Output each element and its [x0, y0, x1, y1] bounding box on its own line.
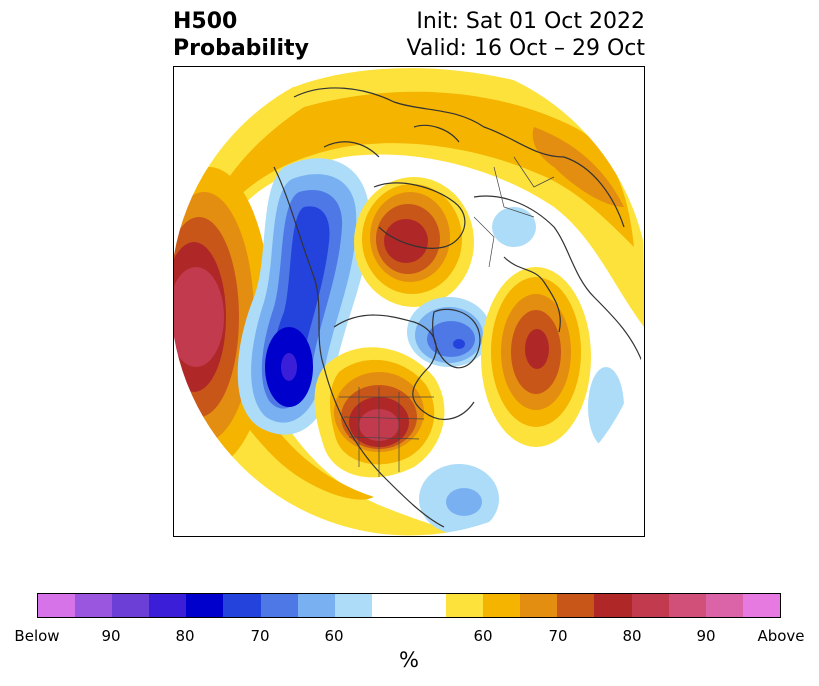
- colorbar-segment: [149, 594, 187, 617]
- colorbar-segment: [705, 594, 743, 617]
- greenland-low: [407, 297, 491, 367]
- colorbar-segment: [334, 594, 372, 617]
- colorbar-segment: [520, 594, 558, 617]
- central-us-high: [314, 347, 445, 478]
- colorbar-tick-label: 60: [324, 627, 344, 645]
- pacific-arctic-warm-ring: [174, 67, 644, 536]
- variable-label: H500: [173, 9, 238, 34]
- colorbar-segment: [371, 594, 409, 617]
- colorbar-segment: [75, 594, 113, 617]
- colorbar-segment: [483, 594, 521, 617]
- colorbar-segment: [223, 594, 261, 617]
- siberia-high: [354, 177, 474, 307]
- colorbar-tick-label: 60: [473, 627, 493, 645]
- arctic-low: [492, 207, 536, 247]
- colorbar-segment: [408, 594, 447, 617]
- probability-colorbar: [37, 593, 781, 618]
- colorbar-segment: [446, 594, 484, 617]
- colorbar-tick-label: 70: [548, 627, 568, 645]
- colorbar-segment: [297, 594, 335, 617]
- probability-map: [173, 66, 645, 537]
- colorbar-segment: [260, 594, 298, 617]
- colorbar-segment: [631, 594, 669, 617]
- colorbar-segment: [557, 594, 595, 617]
- colorbar-tick-label: 90: [696, 627, 716, 645]
- colorbar-tick-label: 90: [101, 627, 121, 645]
- political-borders: [339, 156, 555, 477]
- chart-title: H500 Probability: [173, 8, 309, 62]
- run-info: Init: Sat 01 Oct 2022 Valid: 16 Oct – 29…: [407, 8, 645, 62]
- colorbar-tick-label: 80: [622, 627, 642, 645]
- colorbar-tick-label: Above: [757, 627, 805, 645]
- product-label: Probability: [173, 36, 309, 61]
- colorbar-segment: [38, 594, 76, 617]
- colorbar-segment: [112, 594, 150, 617]
- colorbar-segment: [186, 594, 224, 617]
- colorbar-segment: [742, 594, 780, 617]
- init-date: Init: Sat 01 Oct 2022: [416, 9, 645, 34]
- north-atlantic-high: [481, 267, 591, 447]
- colorbar-segment: [594, 594, 632, 617]
- coastlines: [273, 87, 644, 528]
- colorbar-tick-label: 70: [250, 627, 270, 645]
- colorbar-tick-label: 80: [175, 627, 195, 645]
- colorbar-tick-label: Below: [14, 627, 60, 645]
- colorbar-unit-label: %: [399, 648, 419, 672]
- western-canada-low: [237, 158, 370, 435]
- valid-range: Valid: 16 Oct – 29 Oct: [406, 36, 645, 61]
- colorbar-segment: [668, 594, 706, 617]
